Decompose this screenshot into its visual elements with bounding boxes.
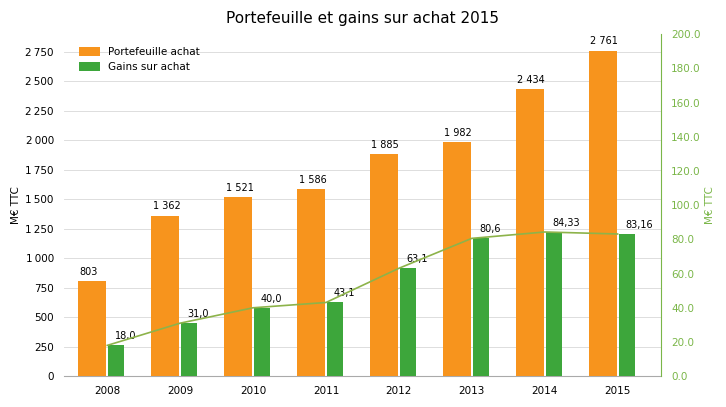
Text: 1 885: 1 885 [372, 140, 399, 150]
Bar [254, 308, 270, 376]
Text: 80,6: 80,6 [479, 224, 501, 234]
Bar [224, 197, 252, 376]
Bar [78, 282, 106, 376]
Title: Portefeuille et gains sur achat 2015: Portefeuille et gains sur achat 2015 [226, 11, 499, 26]
Bar [108, 346, 124, 376]
Bar [297, 189, 325, 376]
Text: 2 761: 2 761 [590, 37, 618, 46]
Bar [182, 323, 197, 376]
Bar [327, 302, 343, 376]
Text: 31,0: 31,0 [187, 309, 209, 319]
Bar [443, 142, 470, 376]
Legend: Portefeuille achat, Gains sur achat: Portefeuille achat, Gains sur achat [75, 43, 204, 77]
Y-axis label: M€ TTC: M€ TTC [705, 186, 715, 224]
Text: 84,33: 84,33 [552, 218, 580, 228]
Text: 43,1: 43,1 [333, 288, 355, 298]
Text: 18,0: 18,0 [115, 331, 136, 341]
Text: 2 434: 2 434 [518, 75, 545, 85]
Text: 63,1: 63,1 [407, 254, 428, 264]
Bar [589, 50, 616, 376]
Bar [370, 154, 398, 376]
Bar [151, 216, 179, 376]
Y-axis label: M€ TTC: M€ TTC [11, 186, 21, 224]
Bar [619, 234, 635, 376]
Text: 803: 803 [80, 267, 98, 277]
Bar [473, 239, 489, 376]
Text: 1 362: 1 362 [152, 201, 181, 212]
Text: 1 521: 1 521 [226, 183, 253, 193]
Text: 40,0: 40,0 [261, 294, 282, 304]
Bar [546, 232, 562, 376]
Bar [400, 268, 416, 376]
Text: 1 586: 1 586 [298, 175, 326, 185]
Text: 1 982: 1 982 [444, 128, 472, 138]
Text: 83,16: 83,16 [625, 220, 653, 230]
Bar [516, 89, 544, 376]
